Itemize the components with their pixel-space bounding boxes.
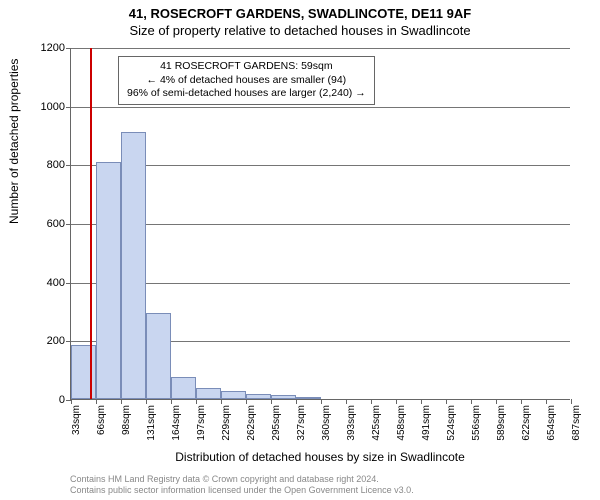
xtick-mark	[96, 399, 97, 404]
annotation-line: 41 ROSECROFT GARDENS: 59sqm	[127, 60, 366, 74]
xtick-label: 491sqm	[421, 405, 432, 441]
histogram-bar	[71, 345, 96, 399]
xtick-mark	[546, 399, 547, 404]
histogram-bar	[96, 162, 120, 399]
ytick-label: 1200	[41, 42, 65, 54]
chart-plot-area: 02004006008001000120033sqm66sqm98sqm131s…	[70, 48, 570, 400]
ytick-mark	[66, 48, 71, 49]
xtick-label: 164sqm	[171, 405, 182, 441]
attribution-line2: Contains public sector information licen…	[70, 485, 590, 496]
ytick-mark	[66, 224, 71, 225]
xtick-mark	[346, 399, 347, 404]
xtick-label: 393sqm	[346, 405, 357, 441]
annotation-line: ← 4% of detached houses are smaller (94)	[127, 74, 366, 88]
xtick-mark	[421, 399, 422, 404]
xtick-label: 687sqm	[571, 405, 582, 441]
xtick-mark	[521, 399, 522, 404]
y-axis-label: Number of detached properties	[7, 59, 21, 224]
attribution-text: Contains HM Land Registry data © Crown c…	[70, 474, 590, 496]
xtick-mark	[471, 399, 472, 404]
chart-title-address: 41, ROSECROFT GARDENS, SWADLINCOTE, DE11…	[0, 6, 600, 21]
xtick-mark	[171, 399, 172, 404]
ytick-label: 600	[47, 218, 65, 230]
ytick-mark	[66, 107, 71, 108]
xtick-mark	[446, 399, 447, 404]
xtick-mark	[246, 399, 247, 404]
xtick-label: 66sqm	[96, 405, 107, 435]
gridline-h	[71, 107, 570, 108]
ytick-mark	[66, 165, 71, 166]
xtick-label: 327sqm	[296, 405, 307, 441]
xtick-mark	[296, 399, 297, 404]
xtick-mark	[571, 399, 572, 404]
xtick-label: 131sqm	[146, 405, 157, 441]
xtick-label: 589sqm	[496, 405, 507, 441]
xtick-label: 654sqm	[546, 405, 557, 441]
xtick-mark	[496, 399, 497, 404]
xtick-label: 622sqm	[521, 405, 532, 441]
histogram-bar	[121, 132, 146, 399]
ytick-label: 0	[59, 394, 65, 406]
xtick-mark	[196, 399, 197, 404]
xtick-label: 458sqm	[396, 405, 407, 441]
histogram-bar	[246, 394, 271, 399]
gridline-h	[71, 48, 570, 49]
xtick-mark	[146, 399, 147, 404]
attribution-line1: Contains HM Land Registry data © Crown c…	[70, 474, 590, 485]
histogram-bar	[146, 313, 171, 399]
histogram-bar	[171, 377, 196, 399]
xtick-label: 360sqm	[321, 405, 332, 441]
xtick-mark	[321, 399, 322, 404]
ytick-label: 800	[47, 159, 65, 171]
ytick-mark	[66, 283, 71, 284]
xtick-mark	[121, 399, 122, 404]
xtick-mark	[221, 399, 222, 404]
xtick-label: 229sqm	[221, 405, 232, 441]
xtick-label: 33sqm	[71, 405, 82, 435]
xtick-label: 556sqm	[471, 405, 482, 441]
xtick-label: 98sqm	[121, 405, 132, 435]
xtick-mark	[71, 399, 72, 404]
chart-titles: 41, ROSECROFT GARDENS, SWADLINCOTE, DE11…	[0, 6, 600, 38]
xtick-mark	[396, 399, 397, 404]
xtick-mark	[371, 399, 372, 404]
chart-title-subtitle: Size of property relative to detached ho…	[0, 23, 600, 38]
reference-line	[90, 48, 92, 399]
histogram-bar	[221, 391, 246, 399]
x-axis-label: Distribution of detached houses by size …	[70, 450, 570, 464]
histogram-bar	[271, 395, 295, 399]
ytick-mark	[66, 341, 71, 342]
xtick-label: 524sqm	[446, 405, 457, 441]
xtick-mark	[271, 399, 272, 404]
ytick-label: 400	[47, 277, 65, 289]
xtick-label: 262sqm	[246, 405, 257, 441]
annotation-line: 96% of semi-detached houses are larger (…	[127, 87, 366, 101]
histogram-bar	[196, 388, 220, 399]
xtick-label: 295sqm	[271, 405, 282, 441]
ytick-label: 1000	[41, 101, 65, 113]
ytick-label: 200	[47, 335, 65, 347]
xtick-label: 425sqm	[371, 405, 382, 441]
xtick-label: 197sqm	[196, 405, 207, 441]
annotation-box: 41 ROSECROFT GARDENS: 59sqm← 4% of detac…	[118, 56, 375, 105]
histogram-bar	[296, 397, 321, 399]
